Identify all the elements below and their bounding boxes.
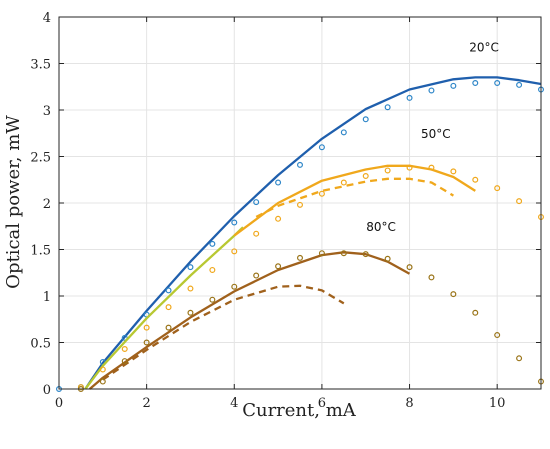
data-point bbox=[340, 250, 347, 257]
data-point bbox=[428, 274, 435, 281]
data-point bbox=[275, 215, 282, 222]
tick-labels: 0 2 4 6 8 10 0 0.5 1 1.5 2 2.5 3 3.5 4 bbox=[30, 11, 505, 411]
data-point bbox=[231, 219, 238, 226]
data-point bbox=[406, 264, 413, 271]
series-line-dashed bbox=[255, 177, 454, 218]
data-point bbox=[275, 263, 282, 270]
data-point bbox=[209, 266, 216, 273]
series-line bbox=[84, 76, 542, 390]
data-point bbox=[472, 176, 479, 183]
data-point bbox=[340, 129, 347, 136]
x-tick-label: 8 bbox=[405, 396, 413, 411]
y-tick-label: 0.5 bbox=[30, 337, 51, 352]
data-point bbox=[428, 164, 435, 171]
data-point bbox=[362, 116, 369, 123]
y-tick-label: 2 bbox=[43, 197, 51, 212]
x-tick-label: 6 bbox=[318, 396, 326, 411]
data-point bbox=[231, 248, 238, 255]
data-point bbox=[472, 309, 479, 316]
series-layer bbox=[55, 76, 544, 393]
data-point bbox=[340, 179, 347, 186]
data-point bbox=[99, 366, 106, 373]
series-label: 80°C bbox=[366, 220, 396, 234]
data-point bbox=[165, 287, 172, 294]
data-point bbox=[362, 173, 369, 180]
grid bbox=[58, 16, 541, 390]
data-point bbox=[472, 80, 479, 87]
x-tick-label: 0 bbox=[55, 396, 63, 411]
data-point bbox=[187, 309, 194, 316]
data-point bbox=[143, 324, 150, 331]
y-tick-label: 3.5 bbox=[30, 58, 51, 73]
data-point bbox=[384, 104, 391, 111]
y-tick-label: 0 bbox=[43, 383, 51, 398]
data-point bbox=[428, 87, 435, 94]
data-point bbox=[516, 355, 523, 362]
data-point bbox=[121, 358, 128, 365]
data-point bbox=[362, 251, 369, 258]
data-point bbox=[318, 190, 325, 197]
data-point bbox=[165, 324, 172, 331]
data-point bbox=[209, 296, 216, 303]
y-tick-label: 1 bbox=[43, 290, 51, 305]
series-labels: 20°C 50°C 80°C bbox=[366, 40, 499, 233]
axes bbox=[58, 16, 542, 390]
data-point bbox=[450, 291, 457, 298]
y-axis-title: Optical power, mW bbox=[3, 115, 24, 289]
data-point bbox=[187, 285, 194, 292]
x-axis-title: Current, mA bbox=[242, 400, 357, 421]
data-point bbox=[253, 199, 260, 206]
series-label: 50°C bbox=[421, 127, 451, 141]
data-point bbox=[406, 94, 413, 101]
data-point bbox=[121, 346, 128, 353]
data-point bbox=[165, 304, 172, 311]
data-point bbox=[494, 332, 501, 339]
data-point bbox=[384, 255, 391, 262]
data-point bbox=[187, 264, 194, 271]
data-point bbox=[318, 250, 325, 257]
data-point bbox=[297, 254, 304, 261]
y-tick-label: 1.5 bbox=[30, 244, 51, 259]
data-point bbox=[297, 201, 304, 208]
series-line-dashed bbox=[102, 284, 345, 381]
data-point bbox=[253, 272, 260, 279]
data-point bbox=[450, 168, 457, 175]
x-tick-label: 4 bbox=[230, 396, 238, 411]
data-point bbox=[384, 167, 391, 174]
series-label: 20°C bbox=[469, 40, 499, 54]
data-point bbox=[275, 179, 282, 186]
data-point bbox=[297, 161, 304, 168]
data-point bbox=[209, 240, 216, 247]
x-tick-label: 10 bbox=[489, 396, 506, 411]
data-point bbox=[406, 164, 413, 171]
data-point bbox=[516, 81, 523, 88]
data-point bbox=[494, 185, 501, 192]
data-point bbox=[516, 198, 523, 205]
data-point bbox=[318, 144, 325, 151]
data-point bbox=[253, 230, 260, 237]
data-point bbox=[143, 339, 150, 346]
data-point bbox=[494, 80, 501, 87]
data-point bbox=[450, 82, 457, 89]
y-tick-label: 3 bbox=[43, 104, 51, 119]
series-line bbox=[233, 164, 476, 237]
series-line bbox=[88, 251, 411, 390]
data-point bbox=[231, 283, 238, 290]
data-point bbox=[99, 378, 106, 385]
y-tick-label: 4 bbox=[43, 11, 51, 26]
y-tick-label: 2.5 bbox=[30, 151, 51, 166]
data-point bbox=[77, 384, 84, 391]
x-tick-label: 2 bbox=[142, 396, 150, 411]
